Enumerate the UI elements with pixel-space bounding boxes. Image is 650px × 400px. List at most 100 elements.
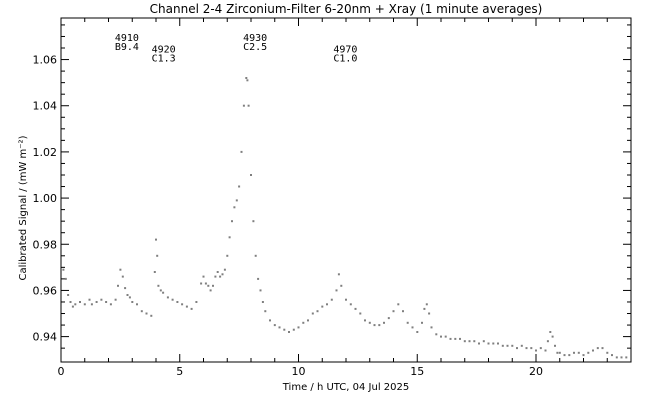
data-point xyxy=(223,268,226,271)
data-point xyxy=(601,347,604,350)
data-point xyxy=(492,342,495,345)
data-point xyxy=(117,284,119,287)
data-point xyxy=(378,324,381,327)
data-point xyxy=(487,342,490,345)
x-tick-label: 15 xyxy=(410,365,424,378)
data-point xyxy=(354,307,357,310)
data-point xyxy=(231,220,233,223)
flare-id-label: 4910 xyxy=(115,33,139,44)
flare-class-label: C1.3 xyxy=(152,54,176,65)
data-point xyxy=(257,277,260,280)
data-point xyxy=(359,312,362,315)
flare-class-label: C1.0 xyxy=(333,54,357,65)
data-point xyxy=(556,351,559,354)
x-tick-label: 20 xyxy=(529,365,543,378)
data-point xyxy=(185,305,188,308)
data-point xyxy=(440,335,442,338)
data-point xyxy=(145,312,148,315)
y-tick-label: 1.06 xyxy=(33,54,58,67)
data-point xyxy=(345,298,347,301)
data-point xyxy=(423,307,426,310)
data-point xyxy=(226,254,229,257)
data-point xyxy=(511,344,514,347)
data-point xyxy=(525,347,528,350)
data-point xyxy=(444,335,447,338)
data-point xyxy=(416,331,419,333)
data-point xyxy=(582,354,585,357)
data-point xyxy=(337,273,340,276)
data-point xyxy=(364,319,366,322)
data-point xyxy=(520,344,523,347)
data-point xyxy=(131,301,134,303)
data-point xyxy=(233,206,236,209)
data-point xyxy=(162,291,165,294)
data-point xyxy=(119,268,122,271)
data-point xyxy=(242,104,245,107)
data-point xyxy=(596,347,599,350)
data-point xyxy=(563,354,566,357)
data-point xyxy=(625,356,628,359)
data-point xyxy=(468,340,471,343)
data-point xyxy=(212,284,214,287)
data-point xyxy=(387,317,390,320)
data-point xyxy=(261,301,264,303)
y-axis: 0.94 0.96 0.98 1.00 1.02 1.04 1.06 xyxy=(33,24,631,349)
data-point xyxy=(278,326,281,329)
data-point xyxy=(463,340,466,343)
data-point xyxy=(245,77,248,79)
data-point xyxy=(425,303,428,306)
data-point xyxy=(195,301,198,303)
data-point xyxy=(166,296,169,299)
data-point xyxy=(397,303,400,306)
data-point xyxy=(105,301,108,303)
data-point xyxy=(209,289,212,292)
x-axis: 0 5 10 15 20 xyxy=(58,18,632,378)
data-point xyxy=(202,275,205,278)
data-point xyxy=(577,351,580,354)
data-point xyxy=(454,337,457,340)
data-point xyxy=(121,275,124,278)
data-point xyxy=(330,298,333,301)
data-point xyxy=(321,305,324,308)
flare-id-label: 4930 xyxy=(243,33,267,44)
data-point xyxy=(238,185,241,188)
x-tick-label: 10 xyxy=(292,365,306,378)
data-point xyxy=(204,282,207,285)
data-point xyxy=(587,351,590,354)
data-point xyxy=(449,337,452,340)
x-tick-label: 0 xyxy=(58,365,65,378)
data-point xyxy=(297,326,300,329)
data-point xyxy=(340,284,343,287)
data-point xyxy=(392,310,395,313)
plot-border xyxy=(60,17,632,363)
data-point xyxy=(79,301,81,303)
data-point xyxy=(136,303,138,306)
data-point xyxy=(292,328,295,331)
data-point xyxy=(411,326,414,329)
data-point xyxy=(373,324,376,327)
data-point xyxy=(307,319,309,322)
data-point xyxy=(181,303,184,306)
data-point xyxy=(630,358,632,361)
y-axis-label: Calibrated Signal / (mW m⁻²) xyxy=(18,135,29,280)
data-point xyxy=(64,277,67,280)
data-point xyxy=(95,301,98,303)
data-point xyxy=(482,340,485,343)
data-point xyxy=(473,340,476,343)
data-point xyxy=(620,356,623,359)
y-tick-label: 1.02 xyxy=(33,146,58,159)
data-point xyxy=(302,321,305,324)
data-point xyxy=(128,296,131,299)
data-point xyxy=(83,303,86,306)
data-point xyxy=(171,298,174,301)
data-point xyxy=(349,303,352,306)
data-point xyxy=(254,254,257,257)
data-point xyxy=(240,150,243,153)
data-point xyxy=(421,321,423,324)
data-point xyxy=(573,351,575,354)
data-point xyxy=(402,310,404,313)
data-point xyxy=(435,333,438,336)
data-point xyxy=(316,310,319,313)
data-point xyxy=(288,331,290,333)
